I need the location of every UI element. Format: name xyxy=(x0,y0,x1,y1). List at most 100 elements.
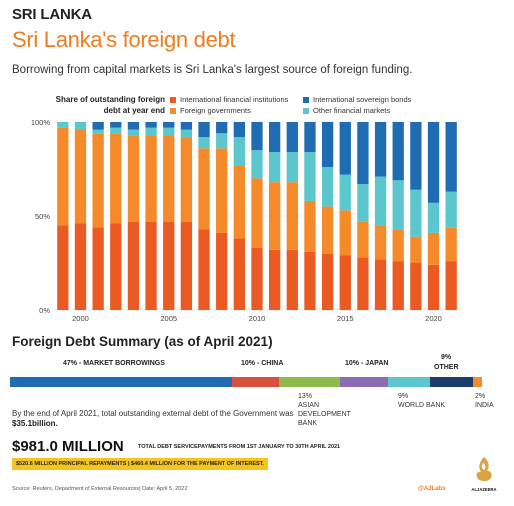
bar-segment xyxy=(339,174,351,211)
bar-segment xyxy=(269,152,281,183)
bar-segment xyxy=(163,127,175,136)
india-pct: 2% xyxy=(475,393,486,400)
stacked-bar-chart: 0% 50% 100% 2000 2005 2010 2015 2020 xyxy=(31,118,460,323)
bar-segment xyxy=(339,255,351,310)
bar-segment xyxy=(92,122,104,130)
label-other-pct: 9% xyxy=(441,354,452,361)
repayment-highlight: $520.6 MILLION PRINCIPAL REPAYMENTS | $4… xyxy=(12,458,268,470)
bar-segment xyxy=(445,261,457,310)
bar-segment xyxy=(321,167,334,207)
label-market-borrowings: 47% - MARKET BORROWINGS xyxy=(63,360,165,367)
legend-swatch xyxy=(170,107,176,114)
bar-segment xyxy=(427,122,440,203)
bar-segment xyxy=(339,122,351,175)
bar-segment xyxy=(374,259,387,310)
x-tick-label: 2010 xyxy=(249,314,266,323)
legend-label: Other financial markets xyxy=(313,106,391,115)
ajlabs-handle: @AJLabs xyxy=(418,486,446,492)
note-amount: $35.1billion. xyxy=(12,419,58,428)
bar-segment xyxy=(374,176,387,226)
bar-segment xyxy=(233,165,245,239)
summary-bar-segment xyxy=(231,377,280,387)
legend-item-ifi: International financial institutions xyxy=(170,95,288,104)
summary-bar-segment xyxy=(430,377,473,387)
bar-segment xyxy=(180,137,193,222)
bar-segment xyxy=(304,152,316,201)
y-tick-label: 50% xyxy=(35,212,50,221)
bar-segment xyxy=(251,247,263,310)
bar-segment xyxy=(198,148,210,230)
y-tick-label: 100% xyxy=(31,118,51,127)
bar-segment xyxy=(198,122,210,138)
bar-segment xyxy=(216,122,228,134)
bar-segment xyxy=(410,122,422,190)
bar-segment xyxy=(269,249,281,310)
summary-bar-segment xyxy=(279,377,341,387)
legend-label: International financial institutions xyxy=(180,95,289,104)
bar-segment xyxy=(304,200,316,252)
bar-segment xyxy=(286,249,298,310)
wb-pct: 9% xyxy=(398,393,409,400)
bar-segment xyxy=(163,221,175,310)
bar-segment xyxy=(427,264,440,310)
adb-line-1: ASIAN xyxy=(298,402,320,409)
legend-label: International sovereign bonds xyxy=(313,95,412,104)
bar-segment xyxy=(127,221,140,310)
bar-segment xyxy=(198,229,210,310)
legend-title: Share of outstanding foreign debt at yea… xyxy=(55,95,165,115)
kicker: SRI LANKA xyxy=(12,6,92,23)
label-world-bank: 9% WORLD BANK xyxy=(398,392,445,410)
bar-segment xyxy=(92,227,104,310)
bar-segment xyxy=(357,122,369,185)
bar-segment xyxy=(57,122,69,128)
bar-segment xyxy=(410,189,422,237)
bar-segment xyxy=(286,182,298,250)
bar-segment xyxy=(92,129,104,134)
summary-bar-segment xyxy=(10,377,232,387)
bar-segment xyxy=(374,122,387,177)
legend-item-bonds: International sovereign bonds xyxy=(303,95,411,104)
summary-title: Foreign Debt Summary (as of April 2021) xyxy=(12,334,273,349)
bar-segment xyxy=(233,238,245,310)
bar-segment xyxy=(74,223,87,310)
summary-bar-segment xyxy=(472,377,482,387)
bar-segment xyxy=(410,263,422,310)
label-japan: 10% - JAPAN xyxy=(345,360,389,367)
bar-segment xyxy=(110,127,122,134)
legend-item-other-markets: Other financial markets xyxy=(303,106,390,115)
aljazeera-logo: ALJAZEERA xyxy=(471,457,497,492)
logo-text: ALJAZEERA xyxy=(471,487,496,492)
bar-segment xyxy=(392,229,404,262)
bar-segment xyxy=(392,122,404,181)
bar-segment xyxy=(445,122,457,192)
legend-swatch xyxy=(303,107,309,114)
bar-segment xyxy=(445,227,457,262)
total-amount: $981.0 MILLION xyxy=(12,438,124,455)
label-adb: 13% ASIAN DEVELOPMENT BANK xyxy=(298,392,351,428)
page-title: Sri Lanka's foreign debt xyxy=(12,27,236,52)
bar-segment xyxy=(321,122,334,168)
bar-segment xyxy=(427,202,440,233)
bar-segment xyxy=(304,122,316,153)
bar-segment xyxy=(357,257,369,310)
bar-segment xyxy=(180,221,193,310)
subtitle: Borrowing from capital markets is Sri La… xyxy=(12,64,413,76)
bar-segment xyxy=(92,133,104,228)
x-tick-label: 2015 xyxy=(337,314,354,323)
bar-segment xyxy=(374,225,387,260)
bar-segment xyxy=(339,210,351,256)
bar-segment xyxy=(110,122,122,128)
bar-segment xyxy=(57,127,69,226)
bar-segment xyxy=(304,251,316,310)
x-tick-label: 2005 xyxy=(160,314,177,323)
summary-bar xyxy=(10,377,482,387)
bar-segment xyxy=(216,133,228,149)
bar-segment xyxy=(180,122,193,130)
legend-swatch xyxy=(170,96,176,103)
bar-segment xyxy=(321,206,334,254)
bar-segment xyxy=(74,122,87,130)
label-other-name: OTHER xyxy=(434,364,459,371)
debt-note: By the end of April 2021, total outstand… xyxy=(12,409,312,429)
bar-segment xyxy=(233,137,245,166)
bar-segment xyxy=(410,236,422,263)
